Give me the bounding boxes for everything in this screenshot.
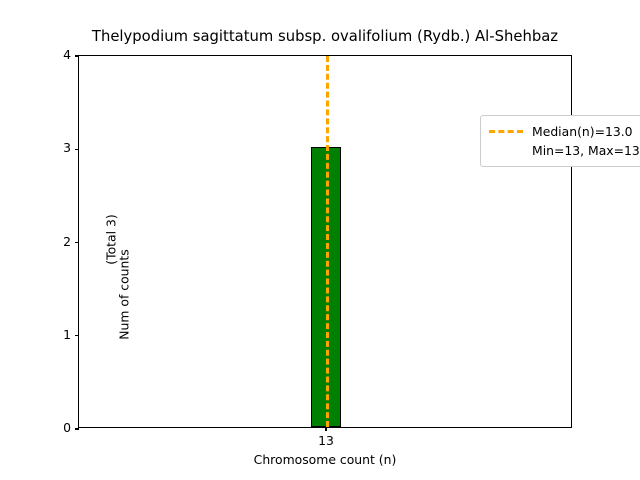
y-tick-mark — [75, 241, 79, 244]
y-tick-mark — [75, 55, 79, 57]
plot-area: 0 1 2 3 4 13 Medi — [63, 47, 640, 448]
legend-label-minmax: Min=13, Max=13 — [532, 143, 640, 158]
x-tick-mark — [325, 427, 327, 431]
y-tick-label: 0 — [63, 420, 71, 435]
legend-item-median: Median(n)=13.0 — [489, 122, 640, 141]
y-tick-label: 1 — [63, 326, 71, 342]
y-axis-label: Num of counts — [116, 249, 132, 340]
y-tick-mark — [75, 428, 79, 430]
median-line — [326, 56, 329, 427]
y-tick-mark — [75, 148, 79, 150]
legend-label-median: Median(n)=13.0 — [532, 124, 633, 139]
y-tick-label: 3 — [63, 140, 71, 156]
y-tick-mark — [75, 335, 79, 337]
legend-item-minmax: Min=13, Max=13 — [489, 141, 640, 160]
y-tick-label: 4 — [63, 47, 71, 62]
y-tick-label: 2 — [63, 233, 71, 249]
legend: Median(n)=13.0 Min=13, Max=13 — [480, 115, 640, 167]
chart-title: Thelypodium sagittatum subsp. ovalifoliu… — [91, 28, 559, 45]
y-axis-label-total: (Total 3) — [103, 214, 119, 265]
x-axis-label: Chromosome count (n) — [253, 452, 397, 467]
legend-spacer — [489, 144, 523, 158]
x-tick-label: 13 — [318, 433, 334, 448]
dashed-line-icon — [489, 125, 523, 139]
